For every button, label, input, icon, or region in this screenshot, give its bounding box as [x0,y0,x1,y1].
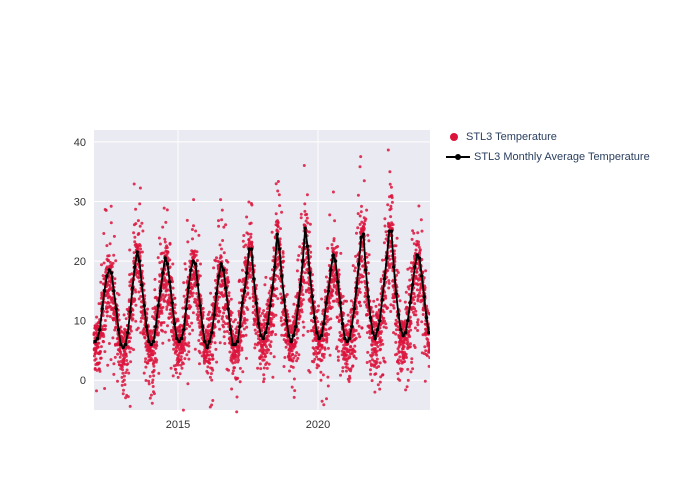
svg-text:20: 20 [74,256,86,268]
y-axis-labels: 0 10 20 30 40 [74,137,86,387]
legend-marker-line-icon [446,156,470,158]
legend-label-line: STL3 Monthly Average Temperature [474,151,650,163]
legend-marker-scatter-icon [450,133,458,141]
svg-text:2020: 2020 [306,419,330,431]
svg-text:10: 10 [74,316,86,328]
svg-text:2015: 2015 [166,419,190,431]
chart-svg: 0 10 20 30 40 2015 2020 [50,130,430,440]
svg-text:40: 40 [74,137,86,149]
legend-item-line: STL3 Monthly Average Temperature [446,150,650,164]
legend-label-scatter: STL3 Temperature [466,131,557,143]
legend: STL3 Temperature STL3 Monthly Average Te… [446,130,650,170]
svg-text:30: 30 [74,196,86,208]
temperature-chart: 0 10 20 30 40 2015 2020 [50,130,430,430]
svg-text:0: 0 [80,375,86,387]
legend-item-scatter: STL3 Temperature [446,130,650,144]
x-axis-labels: 2015 2020 [166,419,330,431]
